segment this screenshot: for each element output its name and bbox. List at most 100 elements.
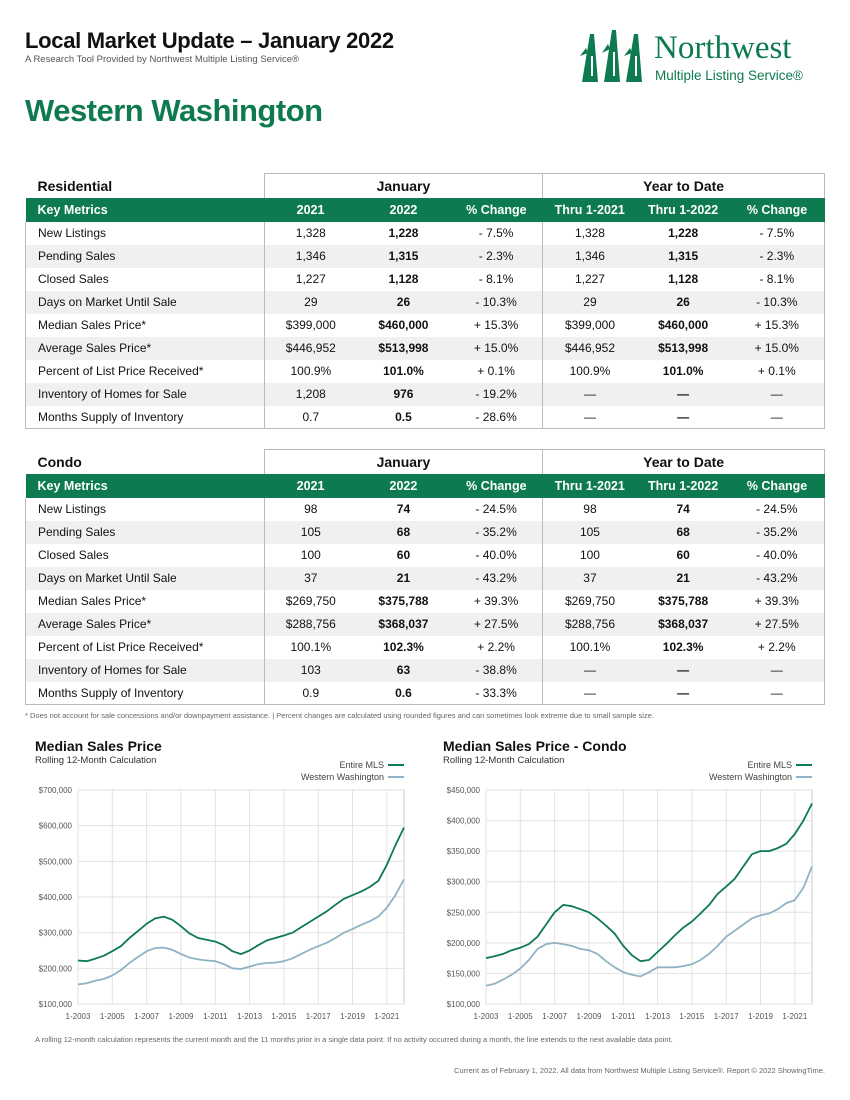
value-2021: 98 <box>263 497 357 521</box>
pct-change: - 2.3% <box>449 244 543 268</box>
value-2021: $399,000 <box>263 313 358 337</box>
ytd-2022: — <box>636 658 730 682</box>
ytd-2021: 37 <box>542 566 637 590</box>
ytd-2021: 100.1% <box>542 635 637 659</box>
ytd-2021: $446,952 <box>542 336 637 360</box>
plot-area <box>485 789 813 1005</box>
trees-logo-icon <box>580 30 642 82</box>
y-tick-label: $400,000 <box>39 893 73 902</box>
table-row: Inventory of Homes for Sale 1,208 976- 19.… <box>25 382 825 406</box>
series-line-entire-mls <box>77 827 405 963</box>
ytd-pct-change: - 7.5% <box>729 221 825 245</box>
value-2022: 21 <box>357 566 450 590</box>
chart-note: A rolling 12-month calculation represent… <box>35 1035 673 1044</box>
metric-label: Pending Sales <box>25 520 265 544</box>
ytd-pct-change: — <box>729 658 825 682</box>
ytd-2021: — <box>542 658 637 682</box>
x-tick-label: 1-2007 <box>134 1012 159 1021</box>
value-2022: 1,228 <box>388 226 419 240</box>
x-tick-label: 1-2013 <box>645 1012 670 1021</box>
value-2021: 105 <box>263 520 357 544</box>
table-row: Pending Sales 105 68- 35.2% 105 68- 35.2% <box>25 520 825 544</box>
pct-change: + 15.0% <box>449 336 543 360</box>
metric-label: Median Sales Price* <box>25 313 265 337</box>
ytd-2022: 102.3% <box>662 640 704 654</box>
header-thru-2021: Thru 1-2021 <box>542 197 637 222</box>
group-january: January <box>263 449 543 474</box>
ytd-2022: $513,998 <box>636 336 730 360</box>
header-2022: 2022 <box>357 197 450 222</box>
ytd-2022: $368,037 <box>636 612 730 636</box>
x-tick-label: 1-2019 <box>340 1012 365 1021</box>
pct-change: + 15.3% <box>473 318 519 332</box>
x-tick-label: 1-2011 <box>203 1012 228 1021</box>
header-thru-2022: Thru 1-2022 <box>636 473 730 498</box>
ytd-2021: 100.9% <box>542 359 637 383</box>
value-2021: $446,952 <box>263 336 358 360</box>
x-tick-label: 1-2003 <box>474 1012 499 1021</box>
group-ytd: Year to Date <box>542 173 825 198</box>
pct-change: + 0.1% <box>477 364 515 378</box>
value-2021: 37 <box>263 566 357 590</box>
x-tick-label: 1-2003 <box>66 1012 91 1021</box>
pct-change: + 2.2% <box>477 640 515 654</box>
value-2022: 101.0% <box>383 364 424 378</box>
logo-name: Northwest <box>654 30 792 66</box>
value-2021: 1,328 <box>263 221 358 245</box>
header-thru-2021: Thru 1-2021 <box>542 473 637 498</box>
pct-change: - 33.3% <box>449 681 543 705</box>
ytd-pct-change: - 24.5% <box>729 497 825 521</box>
value-2022: $368,037 <box>357 612 450 636</box>
table-row: Months Supply of Inventory 0.7 0.5- 28.6% —… <box>25 405 825 429</box>
y-tick-label: $350,000 <box>447 847 481 856</box>
value-2021: 100 <box>263 543 357 567</box>
value-2022: 1,128 <box>388 272 419 286</box>
value-2021: 0.9 <box>263 681 357 705</box>
ytd-pct-change: + 0.1% <box>729 359 825 383</box>
value-2021: 100.9% <box>263 359 358 383</box>
ytd-pct-change: - 43.2% <box>729 566 825 590</box>
table-row: Months Supply of Inventory 0.9 0.6- 33.3% —… <box>25 681 825 705</box>
ytd-2021: $399,000 <box>542 313 637 337</box>
metric-label: Closed Sales <box>25 543 265 567</box>
legend-label: Western Washington <box>709 772 792 782</box>
x-tick-label: 1-2007 <box>542 1012 567 1021</box>
pct-change: - 40.0% <box>475 548 517 562</box>
ytd-pct-change: + 15.0% <box>729 336 825 360</box>
x-tick-label: 1-2019 <box>748 1012 773 1021</box>
pct-change: - 10.3% <box>449 290 543 314</box>
series-line-entire-mls <box>485 803 813 963</box>
current-as-of-note: Current as of February 1, 2022. All data… <box>454 1066 825 1075</box>
ytd-2021: 105 <box>542 520 637 544</box>
y-tick-label: $300,000 <box>39 929 73 938</box>
ytd-pct-change: + 27.5% <box>729 612 825 636</box>
table-row: Closed Sales 100 60- 40.0% 100 60- 40.0% <box>25 543 825 567</box>
header-key-metrics: Key Metrics <box>25 473 265 498</box>
ytd-2022: $460,000 <box>658 318 709 332</box>
x-tick-label: 1-2011 <box>611 1012 636 1021</box>
pct-change: - 28.6% <box>449 405 543 429</box>
value-2022: 976 <box>357 382 450 406</box>
table-row: New Listings 98 74- 24.5% 98 74- 24.5% <box>25 497 825 521</box>
metric-label: Inventory of Homes for Sale <box>25 658 265 682</box>
ytd-2021: 100 <box>542 543 637 567</box>
x-tick-label: 1-2015 <box>271 1012 296 1021</box>
value-2021: 0.7 <box>263 405 358 429</box>
value-2021: $269,750 <box>263 589 357 613</box>
ytd-2022: $375,788 <box>658 594 709 608</box>
pct-change: - 38.8% <box>449 658 543 682</box>
ytd-2022: 68 <box>636 520 730 544</box>
chart-title: Median Sales Price - Condo <box>443 738 627 754</box>
metric-label: Average Sales Price* <box>25 336 265 360</box>
ytd-pct-change: — <box>729 681 825 705</box>
ytd-2022: 21 <box>636 566 730 590</box>
value-2021: 1,346 <box>263 244 358 268</box>
pct-change: + 39.3% <box>473 594 519 608</box>
value-2021: 29 <box>263 290 358 314</box>
x-tick-label: 1-2021 <box>782 1012 807 1021</box>
ytd-pct-change: + 15.3% <box>729 313 825 337</box>
ytd-2022: 74 <box>676 502 690 516</box>
ytd-2022: — <box>636 382 730 406</box>
header-ytd-pct-change: % Change <box>729 197 825 222</box>
table-row: Closed Sales 1,227 1,128- 8.1% 1,227 1,128- … <box>25 267 825 291</box>
